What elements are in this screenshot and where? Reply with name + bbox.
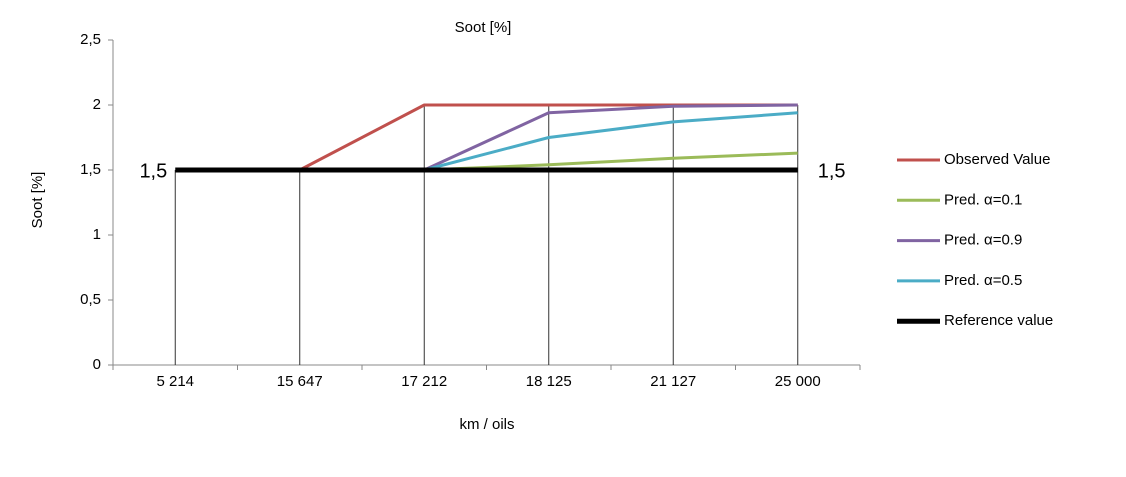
series-line xyxy=(424,151,798,172)
y-tick-label: 1,5 xyxy=(80,161,101,178)
y-tick-label: 0,5 xyxy=(80,291,101,308)
series-line xyxy=(423,111,798,172)
x-axis-title: km / oils xyxy=(459,416,514,433)
y-tick-label: 1 xyxy=(93,226,101,243)
x-tick-label: 18 125 xyxy=(526,373,572,390)
legend-label: Pred. α=0.5 xyxy=(944,272,1022,289)
legend-label: Reference value xyxy=(944,312,1053,329)
data-label: 1,5 xyxy=(139,160,167,182)
y-axis-title: Soot [%] xyxy=(29,172,46,229)
y-tick-label: 0 xyxy=(93,356,101,373)
legend-label: Observed Value xyxy=(944,151,1050,168)
chart-title: Soot [%] xyxy=(455,19,512,36)
y-tick-label: 2,5 xyxy=(80,31,101,48)
legend-label: Pred. α=0.9 xyxy=(944,232,1022,249)
data-label: 1,5 xyxy=(818,160,846,182)
x-tick-label: 5 214 xyxy=(156,373,194,390)
series-line xyxy=(423,103,798,172)
legend-label: Pred. α=0.1 xyxy=(944,191,1022,208)
y-tick-label: 2 xyxy=(93,96,101,113)
x-tick-label: 17 212 xyxy=(401,373,447,390)
x-tick-label: 25 000 xyxy=(775,373,821,390)
x-tick-label: 15 647 xyxy=(277,373,323,390)
x-tick-label: 21 127 xyxy=(650,373,696,390)
